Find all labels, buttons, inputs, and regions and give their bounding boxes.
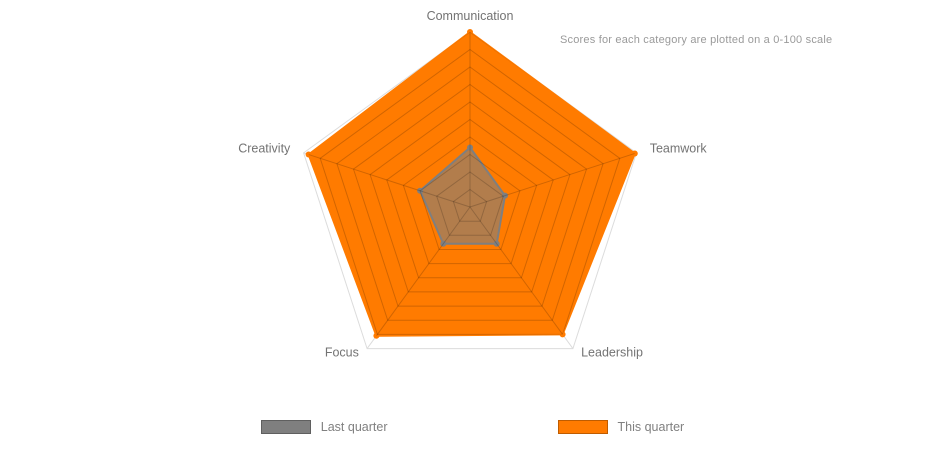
axis-label: Focus [325,346,359,360]
legend-swatch [557,420,608,434]
chart-note: Scores for each category are plotted on … [560,34,833,46]
legend: Last quarter This quarter [0,420,945,434]
legend-item-last-quarter[interactable]: Last quarter [260,420,388,434]
axis-label: Creativity [238,142,291,156]
axis-label: Leadership [581,346,643,360]
legend-label: This quarter [617,420,685,434]
axis-label: Communication [427,9,514,23]
axis-label: Teamwork [650,142,708,156]
legend-item-this-quarter[interactable]: This quarter [557,420,685,434]
legend-swatch [260,420,311,434]
legend-label: Last quarter [320,420,388,434]
radar-chart: Communication Teamwork Leadership Focus Crea… [238,9,708,360]
